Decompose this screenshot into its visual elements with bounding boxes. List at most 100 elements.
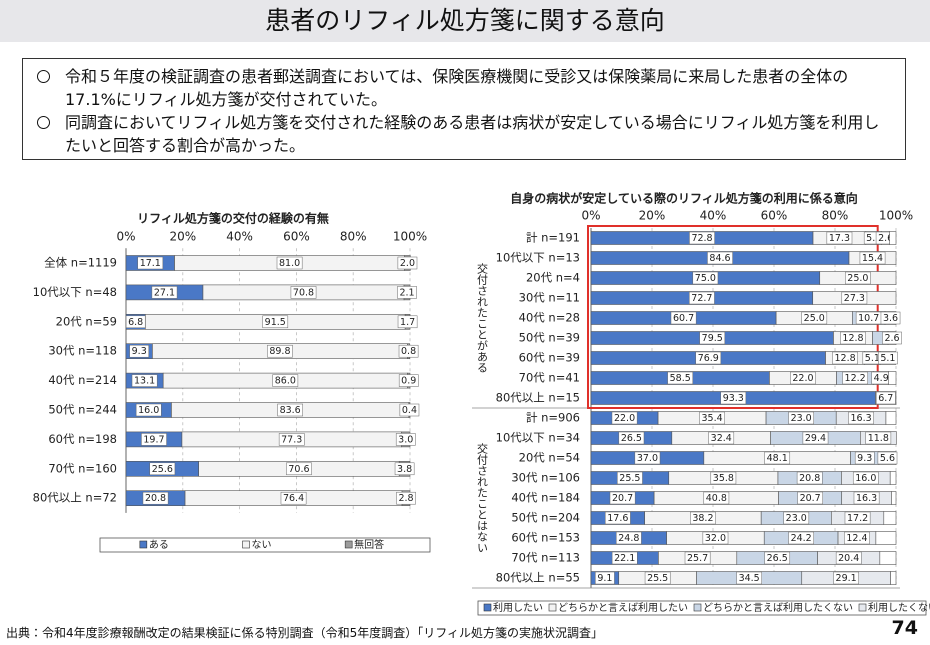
y-tick-label: 10代以下 n=34 bbox=[496, 431, 580, 445]
summary-box: 令和５年度の検証調査の患者郵送調査においては、保険医療機関に受診又は保険薬局に来… bbox=[22, 58, 906, 160]
value-label-box bbox=[131, 374, 158, 387]
value-label-group: 76.9 bbox=[695, 351, 722, 365]
value-label-group: 25.5 bbox=[617, 471, 643, 485]
value-label-box bbox=[670, 311, 697, 325]
value-label-box bbox=[272, 374, 299, 387]
value-label-group: 3.6 bbox=[880, 311, 901, 325]
value-label-box bbox=[833, 571, 859, 585]
value-label-group: 79.5 bbox=[699, 331, 726, 345]
value-label: 4.9 bbox=[874, 373, 889, 384]
value-label: 35.4 bbox=[702, 413, 723, 424]
x-tick-label: 80% bbox=[340, 230, 367, 244]
value-label: 0.9 bbox=[401, 376, 416, 387]
legend-swatch bbox=[242, 540, 250, 549]
x-tick-label: 20% bbox=[169, 230, 196, 244]
value-label: 72.8 bbox=[691, 233, 712, 244]
value-label-group: 20.8 bbox=[142, 491, 169, 505]
value-label-group: 6.7 bbox=[875, 391, 896, 405]
value-label: 60.7 bbox=[673, 313, 694, 324]
value-label: 13.1 bbox=[134, 376, 155, 387]
bar-segment bbox=[879, 551, 897, 565]
bar-segment bbox=[891, 491, 897, 505]
value-label-group: 76.4 bbox=[280, 491, 307, 505]
value-label-group: 25.0 bbox=[845, 271, 871, 285]
value-label-box bbox=[852, 471, 879, 485]
x-tick-label: 40% bbox=[700, 209, 727, 223]
value-label-box bbox=[397, 315, 418, 329]
value-label: 32.0 bbox=[705, 533, 726, 544]
legend-label: ない bbox=[252, 539, 272, 551]
value-label: 25.0 bbox=[804, 313, 825, 324]
value-label-group: 3.8 bbox=[394, 462, 415, 476]
y-tick-label: 60代 n=153 bbox=[511, 531, 580, 545]
value-label-box bbox=[875, 391, 896, 405]
bar-segment bbox=[890, 571, 897, 585]
value-label-group: 16.0 bbox=[852, 471, 879, 485]
legend-swatch bbox=[548, 603, 557, 612]
value-label-group: 25.0 bbox=[801, 311, 828, 325]
value-label-box bbox=[826, 231, 853, 245]
value-label-box bbox=[844, 531, 870, 545]
y-tick-label: 50代 n=204 bbox=[511, 511, 580, 525]
value-label: 2.0 bbox=[400, 258, 415, 269]
value-label: 16.0 bbox=[855, 473, 876, 484]
value-label: 24.8 bbox=[618, 533, 639, 544]
value-label-box bbox=[736, 571, 762, 585]
value-label-box bbox=[832, 351, 858, 365]
value-label: 11.8 bbox=[868, 433, 889, 444]
value-label-box bbox=[842, 371, 868, 385]
y-tick-label: 計 n=906 bbox=[526, 411, 580, 425]
value-label-group: 16.3 bbox=[853, 491, 880, 505]
value-label-box bbox=[286, 462, 312, 476]
value-label-group: 20.7 bbox=[609, 491, 636, 505]
value-label: 91.5 bbox=[265, 317, 286, 328]
value-label: 6.7 bbox=[878, 393, 893, 404]
legend-swatch bbox=[139, 540, 148, 549]
value-label-box bbox=[689, 291, 715, 305]
value-label: 25.5 bbox=[619, 473, 640, 484]
value-label-group: 35.4 bbox=[699, 411, 725, 425]
value-label: 16.3 bbox=[856, 493, 877, 504]
value-label-group: 3.0 bbox=[395, 433, 416, 446]
value-label-box bbox=[835, 551, 862, 565]
value-label-group: 84.6 bbox=[707, 251, 733, 265]
value-label-box bbox=[276, 256, 303, 270]
y-tick-label: 40代 n=28 bbox=[519, 311, 580, 325]
bar-segment bbox=[883, 511, 897, 525]
slide-title: 患者のリフィル処方箋に関する意向 bbox=[0, 0, 930, 42]
value-label-group: 70.6 bbox=[286, 462, 312, 476]
value-label-group: 0.9 bbox=[398, 374, 419, 387]
value-label-box bbox=[783, 511, 810, 525]
value-label: 25.0 bbox=[847, 273, 868, 284]
value-label: 2.6 bbox=[878, 233, 893, 244]
value-label-group: 20.4 bbox=[835, 551, 862, 565]
legend-label: ある bbox=[149, 539, 169, 551]
value-label-box bbox=[695, 351, 722, 365]
legend-label: 無回答 bbox=[354, 538, 384, 551]
value-label-group: 35.8 bbox=[710, 471, 737, 485]
value-label-group: 77.3 bbox=[278, 433, 305, 446]
value-label-box bbox=[801, 311, 828, 325]
value-label: 0.4 bbox=[402, 405, 417, 416]
value-label-box bbox=[865, 431, 892, 445]
value-label-group: 12.8 bbox=[832, 351, 858, 365]
value-label-box bbox=[878, 351, 898, 365]
value-label-box bbox=[262, 315, 289, 329]
value-label-group: 58.5 bbox=[667, 371, 694, 385]
value-label: 5.1 bbox=[865, 353, 880, 364]
value-label: 9.3 bbox=[857, 453, 872, 464]
value-label: 72.7 bbox=[691, 293, 712, 304]
value-label: 37.0 bbox=[637, 453, 658, 464]
value-label-box bbox=[720, 391, 747, 405]
value-label-group: 2.6 bbox=[882, 331, 902, 345]
value-label: 27.3 bbox=[844, 293, 865, 304]
value-label: 34.5 bbox=[739, 573, 760, 584]
value-label-group: 17.2 bbox=[844, 511, 871, 525]
value-label: 20.7 bbox=[612, 493, 633, 504]
value-label-group: 9.3 bbox=[854, 451, 875, 465]
value-label-group: 32.0 bbox=[702, 531, 729, 545]
value-label-box bbox=[854, 451, 875, 465]
value-label-group: 10.7 bbox=[855, 311, 882, 325]
value-label-box bbox=[267, 344, 293, 358]
y-tick-label: 20代 n=59 bbox=[56, 314, 117, 328]
